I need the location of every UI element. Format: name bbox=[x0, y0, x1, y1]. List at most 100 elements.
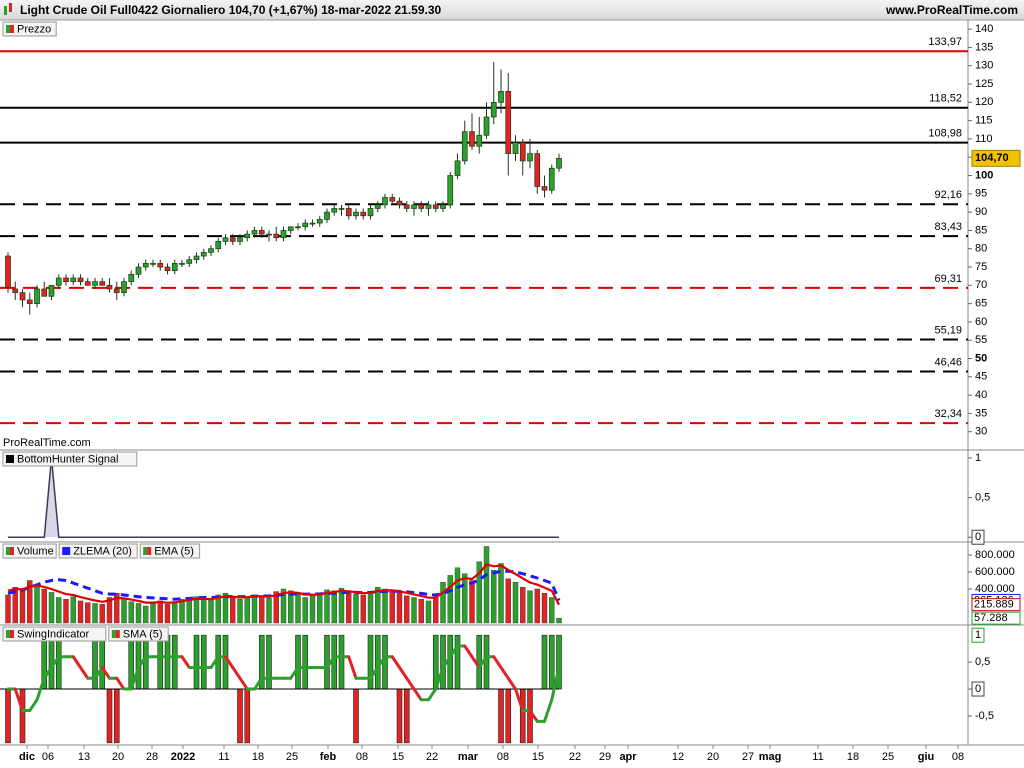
volume-bar bbox=[367, 591, 374, 624]
sma-segment bbox=[100, 666, 111, 680]
value-badge-label: 57.288 bbox=[974, 612, 1008, 624]
x-tick-label: mag bbox=[759, 751, 782, 763]
swing-bar bbox=[382, 634, 388, 690]
volume-bar bbox=[193, 596, 200, 624]
legend-icon bbox=[6, 25, 10, 33]
swing-bar bbox=[374, 634, 381, 690]
candle-body bbox=[324, 211, 330, 220]
candle-body bbox=[99, 281, 106, 286]
value-badge bbox=[971, 627, 985, 643]
volume-bar bbox=[338, 587, 345, 624]
swing-bar bbox=[498, 688, 504, 744]
volume-bar bbox=[295, 593, 301, 624]
candle-body bbox=[505, 91, 512, 154]
sma-segment bbox=[28, 698, 39, 713]
x-tick-label: 13 bbox=[78, 751, 90, 763]
volume-bar bbox=[324, 589, 330, 624]
sma-segment bbox=[528, 709, 539, 723]
candle-body bbox=[55, 277, 62, 286]
volume-bar bbox=[150, 602, 156, 624]
swing-bar bbox=[244, 688, 251, 744]
x-tick-label: 12 bbox=[672, 751, 684, 763]
candle-body bbox=[92, 281, 98, 286]
level-label: 118,52 bbox=[929, 93, 962, 105]
value-badge-label: 1 bbox=[975, 629, 981, 641]
candle-body bbox=[266, 233, 272, 236]
sma-segment bbox=[398, 666, 409, 680]
candle-body bbox=[418, 204, 425, 209]
candle-body bbox=[556, 157, 562, 169]
legend-label: BottomHunter Signal bbox=[17, 453, 119, 465]
swing-bar bbox=[200, 634, 207, 690]
x-tick-label: 2022 bbox=[171, 751, 195, 763]
x-tick-label: 20 bbox=[707, 751, 719, 763]
volume-bar bbox=[433, 597, 439, 624]
sma-segment bbox=[506, 676, 517, 691]
volume-bar bbox=[549, 597, 555, 624]
signal-area bbox=[8, 457, 559, 538]
candle-body bbox=[84, 281, 91, 286]
level-label: 32,34 bbox=[934, 408, 962, 420]
legend-icon bbox=[6, 630, 10, 638]
sma-segment bbox=[137, 655, 148, 670]
y-tick-label: 600.000 bbox=[975, 566, 1015, 578]
candle-body bbox=[229, 237, 236, 242]
volume-bar bbox=[56, 597, 62, 624]
header-icon bbox=[9, 3, 12, 12]
candle-body bbox=[106, 284, 113, 290]
y-tick-label: 0,5 bbox=[975, 656, 990, 668]
y-tick-label: -0,5 bbox=[975, 710, 994, 722]
swing-bar bbox=[440, 634, 446, 690]
tick-box bbox=[971, 529, 985, 545]
volume-bar bbox=[34, 584, 40, 624]
x-tick-label: 08 bbox=[952, 751, 964, 763]
sma-segment bbox=[448, 644, 459, 659]
value-badge-label: 215.889 bbox=[974, 599, 1014, 611]
candle-body bbox=[273, 233, 280, 239]
sma-segment bbox=[477, 655, 488, 670]
candle-body bbox=[512, 142, 519, 154]
candle-body bbox=[541, 186, 548, 191]
y-tick-label: 55 bbox=[975, 334, 987, 346]
swing-bar bbox=[55, 634, 62, 690]
volume-bar bbox=[331, 590, 337, 624]
legend-box bbox=[58, 543, 138, 559]
volume-bar bbox=[259, 595, 265, 624]
volume-bar bbox=[92, 603, 98, 624]
volume-bar bbox=[476, 561, 482, 624]
candle-body bbox=[476, 134, 483, 147]
x-tick-label: 25 bbox=[286, 751, 298, 763]
sma-segment bbox=[376, 655, 387, 670]
legend-icon bbox=[143, 547, 148, 555]
legend-box bbox=[2, 626, 107, 642]
y-tick-label: 100 bbox=[975, 169, 993, 181]
swing-bar bbox=[92, 634, 98, 690]
volume-bar bbox=[63, 599, 69, 624]
candle-body bbox=[454, 160, 461, 176]
volume-bar bbox=[541, 593, 548, 624]
x-tick-label: 18 bbox=[847, 751, 859, 763]
volume-bar bbox=[27, 580, 33, 624]
candle-body bbox=[490, 101, 497, 118]
volume-bar bbox=[77, 600, 84, 624]
legend-label: EMA (5) bbox=[154, 545, 194, 557]
legend-box bbox=[108, 626, 169, 642]
legend-icon bbox=[62, 547, 71, 555]
swing-bar bbox=[164, 634, 171, 690]
level-label: 92,16 bbox=[934, 189, 962, 201]
sma-segment bbox=[405, 676, 416, 691]
candle-body bbox=[382, 197, 388, 206]
volume-bar bbox=[317, 593, 323, 624]
volume-bar bbox=[172, 601, 178, 624]
swing-bar bbox=[353, 688, 359, 744]
sma-segment bbox=[434, 666, 445, 691]
volume-bar bbox=[425, 600, 432, 624]
sma-segment bbox=[79, 666, 90, 680]
sma-segment bbox=[550, 666, 561, 702]
y-tick-label: 135 bbox=[975, 41, 993, 53]
swing-bar bbox=[454, 634, 461, 690]
candle-body bbox=[345, 208, 352, 217]
sma-segment bbox=[492, 655, 503, 670]
